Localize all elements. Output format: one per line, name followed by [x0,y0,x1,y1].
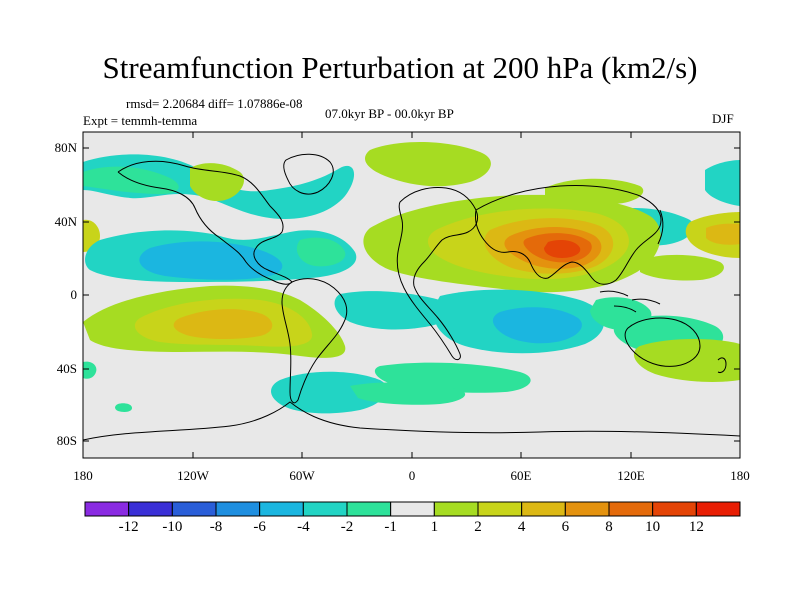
lat-tick-label: 0 [70,287,78,302]
colorbar-label: 1 [430,519,439,535]
colorbar-swatch [171,501,217,517]
colorbar-label: -10 [162,519,183,535]
contour-gold-south-pacific [173,309,273,339]
contour-orange-pacific-east [706,223,740,245]
coast-asia [475,185,662,285]
lat-tick-marks [83,147,740,442]
colorbar-swatch [215,501,261,517]
period-label: 07.0kyr BP - 00.0kyr BP [325,106,454,121]
colorbar-swatch [128,501,173,517]
coast-new-zealand [717,357,727,373]
colorbar-swatch [477,501,523,517]
coast-australia [624,317,701,367]
lon-tick-label: 0 [408,468,416,483]
lat-tick-label: 40N [54,214,77,229]
colorbar-label: -2 [340,519,354,535]
colorbar-label: -8 [209,519,223,535]
contour-red-asia [544,240,581,258]
lat-tick-label: 80S [56,433,77,448]
colorbar [84,501,741,517]
coast-greenland [283,153,334,195]
lat-tick-label: 40S [56,361,77,376]
colorbar-swatch [433,501,479,517]
lon-tick-label: 120W [177,468,209,483]
coast-japan [657,209,664,245]
colorbar-swatch [521,501,566,517]
colorbar-swatch [346,501,392,517]
colorbar-label: 12 [688,519,704,535]
lon-tick-label: 60E [510,468,532,483]
lon-tick-label: 120E [617,468,645,483]
contour-yellow-pacific-central [640,254,724,281]
colorbar-label: -4 [297,519,310,535]
coast-south-america [281,278,348,404]
colorbar-swatch [390,501,435,517]
contour-green-antarctic [350,382,466,405]
colorbar-swatch [84,501,130,517]
colorbar-label: -6 [253,519,266,535]
colorbar-swatch [302,501,348,517]
chart-title: Streamfunction Perturbation at 200 hPa (… [102,50,698,85]
coastlines [83,153,740,441]
lon-tick-label: 60W [289,468,315,483]
colorbar-swatch [564,501,610,517]
coast-europe-africa [396,187,479,361]
contour-yellow-north [190,163,245,202]
colorbar-label: 8 [605,519,613,535]
colorbar-swatch [608,501,654,517]
contour-green-caribbean [296,237,346,267]
colorbar-label: 4 [517,519,526,535]
colorbar-label: 2 [474,519,482,535]
lon-tick-marks [82,132,741,458]
colorbar-label: 10 [645,519,661,535]
contour-yellow-north-2 [365,141,491,187]
coast-indonesia [599,290,661,313]
contour-blue-indian [492,307,582,344]
stats-text: rmsd= 2.20684 diff= 1.07886e-08 [126,96,303,111]
contour-fields [83,141,740,414]
season-label: DJF [712,111,734,126]
colorbar-label: -1 [384,519,397,535]
coast-north-america [117,160,293,285]
contour-cyan-far-ne [705,160,740,206]
contour-blue-america [139,241,283,280]
colorbar-swatch [259,501,304,517]
colorbar-label: 6 [561,519,570,535]
contour-cyan-southern [271,371,388,414]
contour-green-small-south [115,403,132,412]
colorbar-swatch [695,501,741,517]
colorbar-swatch [652,501,697,517]
colorbar-label: -12 [118,519,139,535]
lon-tick-label: 180 [73,468,93,483]
contour-green-southwest-edge [83,361,97,379]
contour-yellow-south-east [633,339,740,382]
coast-antarctica [83,401,740,441]
lon-tick-label: 180 [730,468,750,483]
lat-tick-label: 80N [54,140,77,155]
experiment-label: Expt = temmh-temma [83,113,198,128]
